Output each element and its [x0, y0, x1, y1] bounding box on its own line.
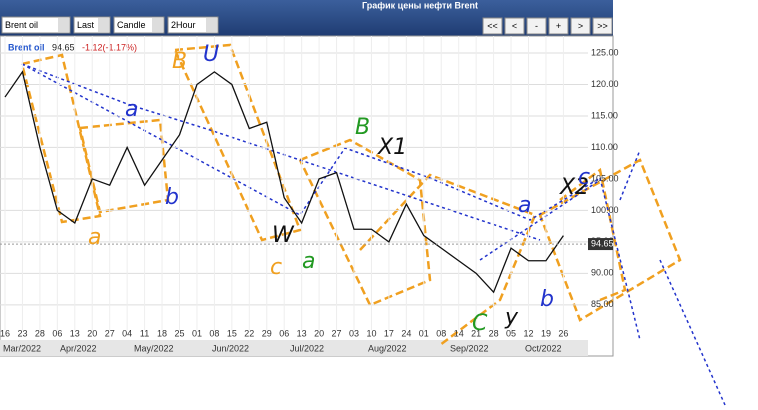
legend-price: 94.65	[52, 42, 75, 52]
month-band	[0, 340, 588, 356]
x-tick-label: 01	[419, 328, 429, 338]
x-tick-label: 13	[297, 328, 307, 338]
hand-annotation: X1	[377, 135, 407, 160]
x-tick-label: 08	[436, 328, 446, 338]
legend-name: Brent oil	[8, 42, 45, 52]
select-arrow	[206, 18, 217, 32]
last-price-label: 94.65	[591, 238, 614, 248]
hand-annotation: c	[578, 165, 590, 190]
nav-button[interactable]	[548, 17, 569, 35]
x-tick-label: 11	[140, 328, 149, 338]
y-tick-label: 115.00	[591, 110, 618, 120]
x-tick-label: 27	[105, 328, 115, 338]
month-label: May/2022	[134, 343, 174, 353]
x-tick-label: 06	[279, 328, 289, 338]
y-tick-label: 85.00	[591, 299, 614, 309]
x-tick-label: 28	[35, 328, 45, 338]
x-tick-label: 06	[52, 328, 62, 338]
select-arrow	[58, 18, 69, 32]
nav-button-label: <	[512, 21, 517, 31]
x-tick-label: 13	[70, 328, 80, 338]
month-label: Mar/2022	[3, 343, 41, 353]
hand-annotation: W	[272, 223, 295, 248]
select-label: 2Hour	[171, 20, 196, 30]
x-tick-label: 16	[0, 328, 10, 338]
month-label: Jun/2022	[212, 343, 249, 353]
hand-annotation: b	[165, 185, 179, 210]
nav-button-label: <<	[487, 21, 498, 31]
x-tick-label: 04	[122, 328, 132, 338]
x-tick-label: 05	[506, 328, 516, 338]
nav-button[interactable]	[570, 17, 591, 35]
select-label: Candle	[117, 20, 146, 30]
y-tick-label: 105.00	[591, 173, 619, 183]
nav-button[interactable]	[526, 17, 547, 35]
x-tick-label: 28	[489, 328, 499, 338]
x-tick-label: 26	[558, 328, 568, 338]
x-tick-label: 03	[349, 328, 359, 338]
nav-button-label: >>	[597, 21, 608, 31]
hand-annotation: C	[472, 311, 488, 336]
y-tick-label: 120.00	[591, 79, 619, 89]
hand-annotation: b	[540, 287, 554, 312]
hand-annotation: B	[172, 49, 187, 74]
hand-annotation: U	[203, 42, 219, 67]
month-label: Jul/2022	[290, 343, 324, 353]
select[interactable]	[113, 16, 165, 34]
select[interactable]	[167, 16, 219, 34]
month-label: Apr/2022	[60, 343, 97, 353]
nav-button[interactable]	[504, 17, 525, 35]
x-tick-label: 17	[384, 328, 394, 338]
hand-annotation: B	[355, 115, 370, 140]
hand-drawing	[20, 43, 682, 346]
x-tick-label: 27	[332, 328, 342, 338]
x-tick-label: 20	[314, 328, 324, 338]
hand-annotation: c	[270, 255, 282, 280]
x-tick-label: 21	[471, 328, 481, 338]
x-tick-label: 18	[157, 328, 167, 338]
nav-button[interactable]	[482, 17, 503, 35]
x-tick-label: 24	[401, 328, 411, 338]
select-label: Last	[77, 20, 95, 30]
month-label: Aug/2022	[368, 343, 407, 353]
x-tick-label: 23	[17, 328, 27, 338]
select-arrow	[98, 18, 109, 32]
nav-button-label: +	[556, 21, 561, 31]
x-tick-label: 12	[523, 328, 533, 338]
hand-annotation: y	[504, 305, 519, 330]
nav-button-label: >	[578, 21, 583, 31]
y-tick-label: 90.00	[591, 268, 614, 278]
y-tick-label: 110.00	[591, 142, 618, 152]
y-tick-label: 125.00	[591, 47, 619, 57]
nav-button-label: -	[535, 21, 538, 31]
x-tick-label: 29	[262, 328, 272, 338]
last-price-tag	[588, 238, 613, 251]
month-label: Oct/2022	[525, 343, 562, 353]
nav-button[interactable]	[592, 17, 613, 35]
hand-annotation: a	[518, 193, 531, 218]
x-tick-label: 14	[454, 328, 464, 338]
select-arrow	[152, 18, 163, 32]
y-tick-label: 100.00	[591, 205, 619, 215]
hand-lines	[21, 63, 726, 406]
hand-annotation: a	[125, 97, 138, 122]
x-tick-label: 20	[87, 328, 97, 338]
month-label: Sep/2022	[450, 343, 489, 353]
price-line	[4, 70, 564, 294]
hand-annotation: a	[88, 225, 101, 250]
x-tick-label: 08	[209, 328, 219, 338]
x-tick-label: 15	[227, 328, 237, 338]
hand-annotation: X2	[559, 175, 589, 200]
toolbar-title: График цены нефти Brent	[362, 0, 478, 10]
select[interactable]	[1, 16, 71, 34]
x-tick-label: 10	[366, 328, 376, 338]
select-label: Brent oil	[5, 20, 38, 30]
hand-annotation: a	[302, 249, 315, 274]
x-tick-label: 19	[541, 328, 551, 338]
x-tick-label: 22	[244, 328, 254, 338]
x-tick-label: 25	[174, 328, 184, 338]
x-tick-label: 01	[192, 328, 202, 338]
